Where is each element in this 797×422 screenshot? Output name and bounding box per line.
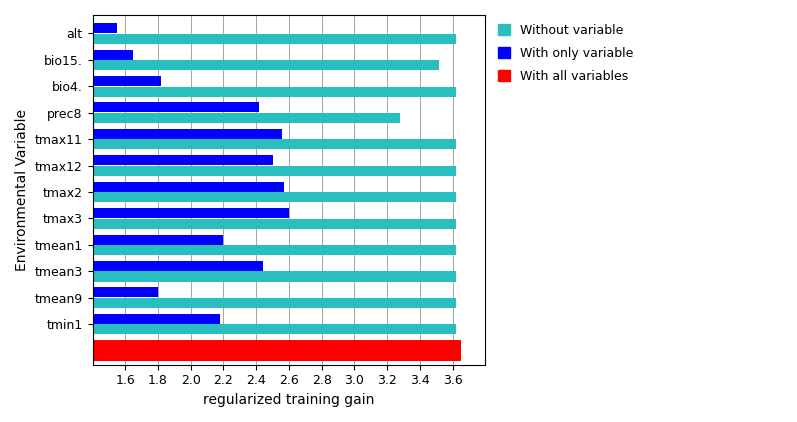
Bar [0, 103, 260, 113]
Bar [0, 245, 456, 255]
Y-axis label: Environmental Variable: Environmental Variable [15, 109, 29, 271]
Bar [0, 23, 117, 33]
Bar [0, 129, 282, 139]
Bar [0, 325, 456, 334]
Bar [0, 271, 456, 281]
Bar [0, 261, 263, 271]
Legend: Without variable, With only variable, With all variables: Without variable, With only variable, Wi… [496, 21, 636, 85]
Bar [0, 50, 133, 60]
Bar [0, 76, 161, 86]
Bar [0, 166, 456, 176]
Bar [0, 235, 223, 244]
Bar [0, 155, 273, 165]
Bar [0, 113, 400, 123]
Bar [0, 60, 439, 70]
Bar [0, 314, 220, 324]
Bar [0, 34, 456, 44]
Bar [0, 182, 284, 192]
Bar [0, 139, 456, 149]
Bar [0, 208, 289, 218]
Bar [0, 340, 461, 361]
Bar [0, 87, 456, 97]
X-axis label: regularized training gain: regularized training gain [203, 393, 375, 407]
Bar [0, 287, 158, 298]
Bar [0, 192, 456, 202]
Bar [0, 219, 456, 229]
Bar [0, 298, 456, 308]
